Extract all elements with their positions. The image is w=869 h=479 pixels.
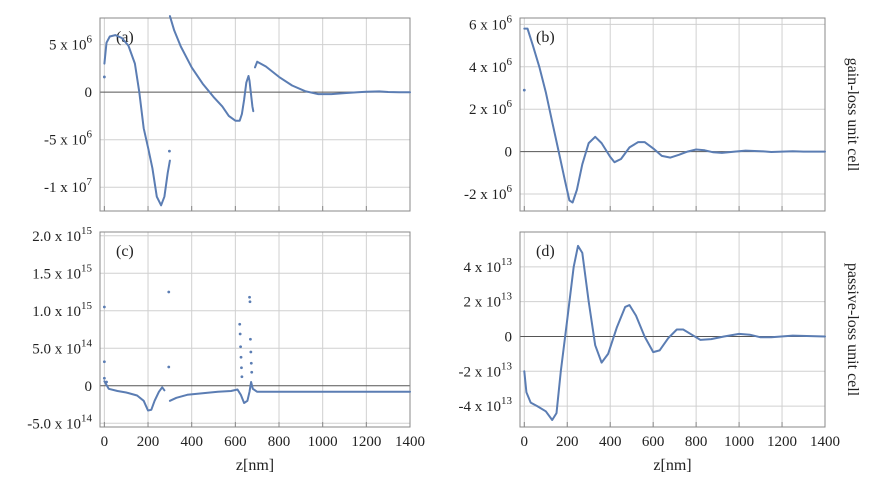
x-tick-label: 600 xyxy=(642,434,665,450)
curve-segment xyxy=(168,15,255,122)
data-point xyxy=(248,295,251,299)
y-tick-label: 1.5 x 1015 xyxy=(32,262,92,282)
panel-2: 0 200 400 600 800 1000 1200 1400 2.0 x 1015 1.5 x… xyxy=(27,225,425,450)
data-point xyxy=(248,300,252,304)
x-tick-label: 1200 xyxy=(767,434,797,450)
data-point xyxy=(238,322,242,326)
y-tick-label: 5.0 x 1014 xyxy=(32,337,92,357)
y-tick-label: -5 x 106 xyxy=(44,129,93,149)
x-tick-label: 400 xyxy=(599,434,622,450)
data-point xyxy=(522,88,526,92)
data-point xyxy=(102,305,106,309)
data-point xyxy=(238,332,242,336)
data-point xyxy=(102,360,106,364)
data-point xyxy=(105,380,108,384)
y-tick-label: 0 xyxy=(505,329,513,345)
data-point xyxy=(102,376,106,380)
y-tick-label: 5 x 106 xyxy=(49,34,93,54)
data-point xyxy=(240,375,244,379)
x-tick-label: 0 xyxy=(521,434,529,450)
x-tick-label: 1400 xyxy=(395,434,425,450)
curve-segment xyxy=(103,380,166,412)
x-tick-label: 400 xyxy=(180,434,203,450)
panel-0: 5 x 106 0 -5 x 106 -1 x 107 (a) xyxy=(44,15,411,212)
panel-3: 0 200 400 600 800 1000 1200 1400 4 x 1013 2 x 101… xyxy=(459,231,840,450)
y-tick-label: 4 x 1013 xyxy=(464,256,513,276)
x-tick-label: 1000 xyxy=(724,434,754,450)
x-tick-label: 1400 xyxy=(810,434,840,450)
y-tick-label: -5.0 x 1014 xyxy=(27,412,92,432)
x-tick-label: 0 xyxy=(101,434,109,450)
y-tick-label: -1 x 107 xyxy=(44,176,93,196)
data-point xyxy=(249,361,253,365)
plot-frame xyxy=(99,231,411,428)
y-tick-label: 2 x 1013 xyxy=(464,291,513,311)
data-point xyxy=(102,75,106,79)
curve-segment xyxy=(254,60,411,96)
y-tick-label: 4 x 106 xyxy=(469,56,513,76)
x-tick-label: 1000 xyxy=(308,434,338,450)
plot-frame xyxy=(519,17,826,212)
y-tick-label: -2 x 1013 xyxy=(459,360,513,380)
panel-label: (b) xyxy=(536,29,555,46)
y-tick-label: 0 xyxy=(85,85,93,101)
row-title: gain-loss unit cell xyxy=(844,58,861,172)
panel-label: (d) xyxy=(536,243,555,260)
data-point xyxy=(239,355,243,359)
plot-frame xyxy=(519,231,826,428)
curve-segment xyxy=(523,27,826,204)
plot-frame xyxy=(99,17,411,212)
data-point xyxy=(239,345,242,349)
data-point xyxy=(240,366,243,370)
data-point xyxy=(250,370,254,374)
y-tick-label: 2 x 106 xyxy=(469,98,513,118)
curve-segment xyxy=(168,381,411,404)
x-tick-label: 800 xyxy=(685,434,708,450)
y-tick-label: 0 xyxy=(85,379,93,395)
row-title: passive-loss unit cell xyxy=(844,263,861,397)
x-axis-title: z[nm] xyxy=(653,457,691,474)
x-tick-label: 1200 xyxy=(351,434,381,450)
curve-segment xyxy=(103,34,171,207)
curve-segment xyxy=(523,244,826,421)
y-tick-label: -2 x 106 xyxy=(464,183,513,203)
y-tick-label: 2.0 x 1015 xyxy=(32,225,92,245)
x-tick-label: 600 xyxy=(224,434,247,450)
data-point xyxy=(249,350,253,354)
data-point xyxy=(168,149,171,153)
panel-label: (c) xyxy=(116,243,134,260)
y-tick-label: 0 xyxy=(505,145,513,161)
data-point xyxy=(249,337,252,341)
panel-1: 6 x 106 4 x 106 2 x 106 0 -2 x 106 (b) xyxy=(464,13,826,212)
y-tick-label: 6 x 106 xyxy=(469,13,513,33)
y-tick-label: 1.0 x 1015 xyxy=(32,300,92,320)
y-tick-label: -4 x 1013 xyxy=(459,395,513,415)
data-point xyxy=(167,365,171,369)
x-tick-label: 200 xyxy=(137,434,160,450)
x-tick-label: 200 xyxy=(556,434,579,450)
x-tick-label: 800 xyxy=(268,434,291,450)
x-axis-title: z[nm] xyxy=(236,457,274,474)
data-point xyxy=(167,290,171,294)
panel-label: (a) xyxy=(116,29,134,46)
